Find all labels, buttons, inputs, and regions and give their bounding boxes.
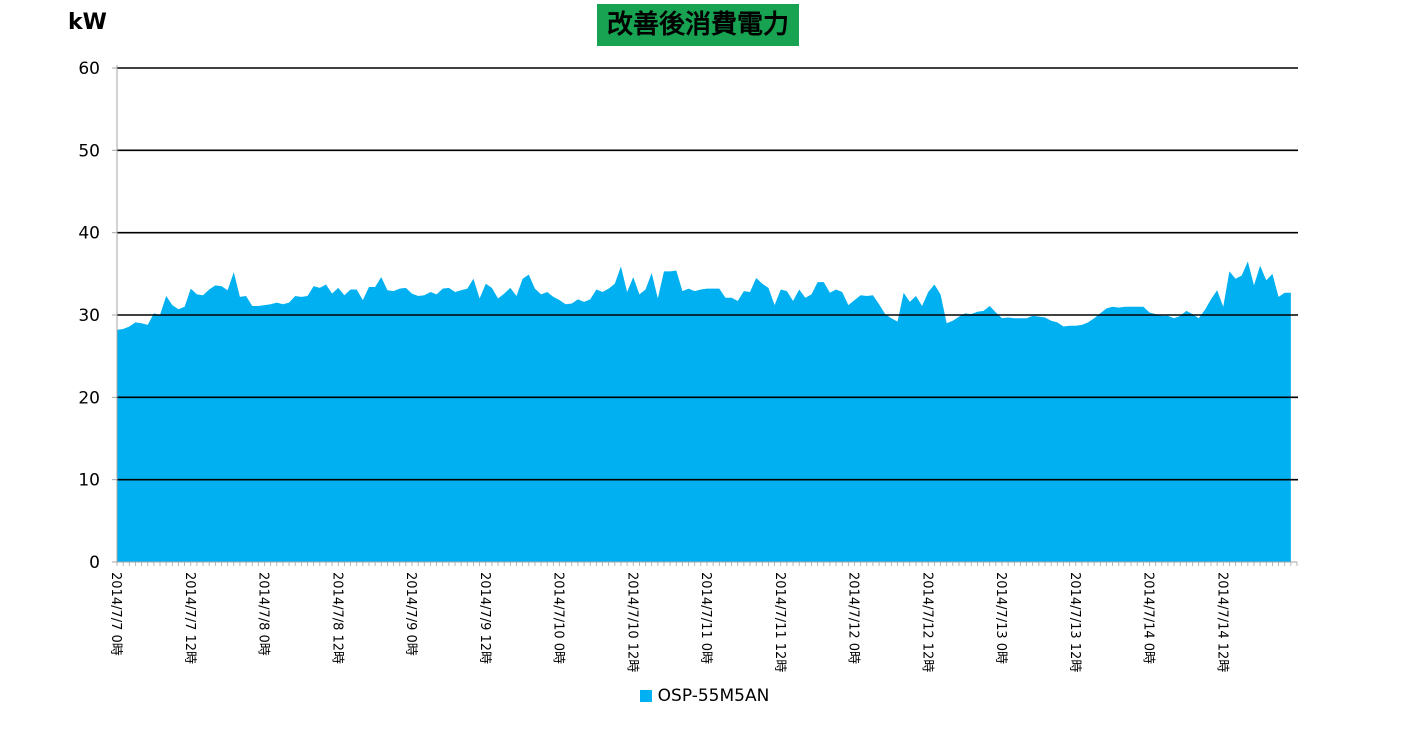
x-tick-label: 2014/7/14 0時 [1141,572,1156,664]
x-tick-label: 2014/7/11 0時 [698,572,713,664]
y-axis-unit-label: kW [68,10,107,35]
y-tick-label: 40 [78,224,100,244]
chart-title: 改善後消費電力 [597,4,800,46]
y-tick-label: 0 [89,553,100,573]
y-tick-label: 30 [78,306,100,326]
x-tick-label: 2014/7/13 12時 [1067,572,1082,672]
x-tick-label: 2014/7/14 12時 [1214,572,1229,672]
x-tick-label: 2014/7/13 0時 [993,572,1008,664]
x-tick-label: 2014/7/12 0時 [846,572,861,664]
legend-label: OSP-55M5AN [657,686,770,706]
x-tick-label: 2014/7/12 12時 [919,572,934,672]
y-tick-label: 10 [78,471,100,491]
legend: OSP-55M5AN [0,686,1409,706]
legend-swatch [639,690,652,702]
x-tick-label: 2014/7/9 12時 [477,572,492,664]
x-tick-label: 2014/7/8 0時 [256,572,271,656]
y-tick-label: 20 [78,388,100,408]
series-area [117,261,1291,562]
y-tick-label: 50 [78,141,100,161]
x-tick-label: 2014/7/10 0時 [551,572,566,664]
x-tick-label: 2014/7/7 0時 [108,572,123,656]
x-tick-label: 2014/7/7 12時 [182,572,197,664]
x-tick-label: 2014/7/9 0時 [403,572,418,656]
x-tick-label: 2014/7/11 12時 [772,572,787,672]
x-tick-label: 2014/7/10 12時 [624,572,639,672]
x-tick-label: 2014/7/8 12時 [329,572,344,664]
y-tick-label: 60 [78,59,100,79]
